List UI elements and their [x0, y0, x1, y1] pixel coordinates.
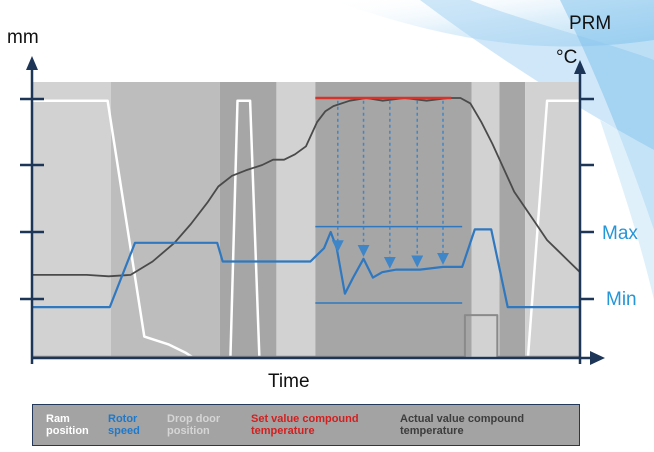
right-axis-label-celsius: °C [556, 47, 577, 68]
series-line-drop-door-position [32, 314, 580, 358]
annotations-group [315, 100, 463, 304]
legend-item-actual-value-temperature: Actual value compound temperature [400, 413, 525, 437]
phase-band-5 [315, 82, 472, 358]
right-axis-arrow-icon [574, 60, 586, 74]
right-axis-marker-min: Min [606, 289, 637, 310]
left-axis-label: mm [7, 27, 39, 48]
legend-item-drop-door-position: Drop door position [167, 413, 221, 437]
phase-band-7 [499, 82, 526, 358]
legend-item-set-value-temperature: Set value compound temperature [251, 413, 359, 437]
series-line-actual-value-compound-temperature [32, 97, 581, 278]
legend-item-ram-position: Ram position [46, 413, 89, 437]
right-axis-marker-max: Max [602, 223, 638, 244]
phase-band-4 [276, 82, 316, 358]
left-axis-arrow-icon [26, 56, 38, 70]
decorative-swoosh [330, 0, 654, 300]
series-line-rotor-speed [32, 228, 580, 309]
phase-band-2 [110, 82, 220, 358]
x-axis-arrow-icon [590, 351, 605, 365]
right-axis-label-prm: PRM [569, 13, 611, 34]
phase-band-3 [219, 82, 277, 358]
legend-item-rotor-speed: Rotor speed [108, 413, 140, 437]
phase-band-6 [471, 82, 500, 358]
phase-band-1 [32, 82, 111, 358]
axis-ticks [20, 97, 594, 301]
legend: Ram position Rotor speed Drop door posit… [32, 404, 580, 446]
x-axis-label: Time [268, 371, 310, 392]
